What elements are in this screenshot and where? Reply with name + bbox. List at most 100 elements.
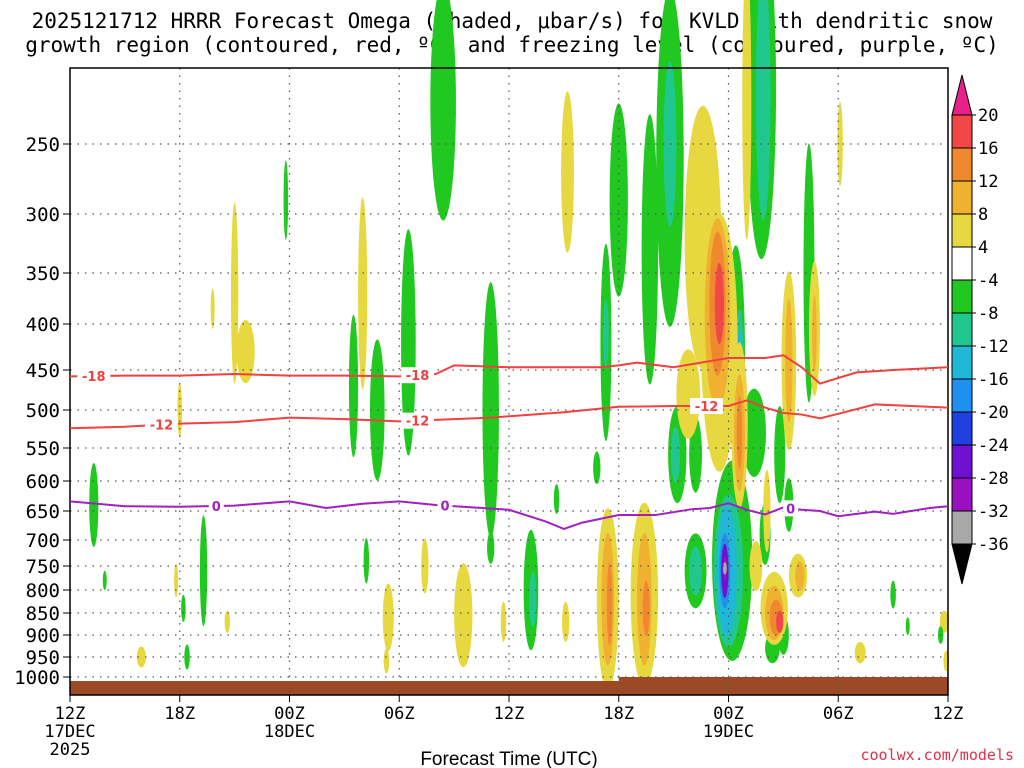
colorbar-label: -8 <box>978 304 998 324</box>
y-tick-label: 700 <box>26 530 60 552</box>
colorbar-bin <box>951 246 973 281</box>
y-tick-label: 750 <box>26 556 60 578</box>
dgz-minus12-label: -12 <box>406 415 430 430</box>
dgz-minus18-label-bg <box>401 367 435 384</box>
colorbar-bin <box>951 279 973 314</box>
omega-cell <box>749 541 763 591</box>
omega-cell <box>430 0 456 221</box>
omega-cell <box>283 160 289 240</box>
dgz-minus18-line <box>69 354 949 385</box>
omega-cell <box>382 583 394 652</box>
dgz-minus18-label: -18 <box>82 370 106 385</box>
y-tick-label: 350 <box>26 263 60 285</box>
colorbar-label: -28 <box>978 469 1009 489</box>
omega-cell <box>383 648 390 674</box>
x-tick-label: 12Z <box>494 704 525 724</box>
dgz-minus12-label-bg <box>690 398 724 414</box>
omega-cell <box>529 571 537 627</box>
omega-cell <box>230 202 239 384</box>
colorbar-bottom-arrow <box>951 543 973 585</box>
omega-cell <box>500 601 507 642</box>
x-tick-label: 18Z <box>603 704 634 724</box>
omega-cell <box>593 451 601 485</box>
colorbar-bin <box>951 510 973 545</box>
omega-cell <box>609 103 628 297</box>
colorbar-top-arrow <box>951 74 973 116</box>
colorbar-label: 20 <box>978 106 998 126</box>
x-tick-label: 18Z <box>164 704 195 724</box>
colorbar-label: 12 <box>978 172 998 192</box>
colorbar-label: 8 <box>978 205 988 225</box>
omega-cell <box>763 469 771 553</box>
omega-cell <box>210 288 215 329</box>
freezing-level-label-bg <box>208 498 224 514</box>
omega-cell <box>561 91 574 253</box>
x-tick-label: 06Z <box>384 704 415 724</box>
site-credit: coolwx.com/models <box>860 746 1014 764</box>
omega-cell <box>742 388 766 477</box>
contour-layer: -18 -18 -12 -12 -12 0 0 0 <box>69 354 949 531</box>
omega-cell <box>181 594 186 623</box>
x-tick-date: 19DEC <box>703 722 754 742</box>
y-tick-label: 450 <box>26 360 60 382</box>
omega-cell <box>363 537 370 584</box>
omega-cell <box>603 299 609 367</box>
omega-cell <box>776 610 784 633</box>
y-tick-label: 950 <box>26 647 60 669</box>
omega-cell <box>890 580 896 609</box>
chart-title-line-2: growth region (contoured, red, ºC) and f… <box>25 33 999 57</box>
omega-cell <box>854 641 866 664</box>
dgz-minus18-label: -18 <box>406 369 430 384</box>
y-tick-label: 400 <box>26 314 60 336</box>
y-tick-label: 550 <box>26 438 60 460</box>
omega-cell <box>102 570 107 591</box>
colorbar-label: -24 <box>978 436 1009 456</box>
colorbar-label: 16 <box>978 139 998 159</box>
omega-cell <box>224 610 231 633</box>
omega-cell <box>795 561 805 591</box>
y-tick-label: 800 <box>26 580 60 602</box>
colorbar-bin <box>951 411 973 446</box>
x-axis-label: Forecast Time (UTC) <box>420 749 597 768</box>
omega-cell <box>562 601 570 642</box>
omega-cell <box>837 102 843 186</box>
y-tick-label: 900 <box>26 625 60 647</box>
omega-cell <box>785 298 793 423</box>
omega-cell <box>736 395 743 470</box>
x-tick-label: 12Z <box>933 704 964 724</box>
colorbar-bin <box>951 114 973 149</box>
colorbar-label: -12 <box>978 337 1009 357</box>
x-tick-label: 12Z <box>55 704 86 724</box>
omega-cell <box>606 562 613 646</box>
freezing-level-label-bg <box>437 497 453 514</box>
colorbar-label: -16 <box>978 370 1009 390</box>
omega-cell <box>774 406 786 504</box>
x-tick-label: 06Z <box>823 704 854 724</box>
omega-cell <box>755 0 771 221</box>
omega-cell <box>714 263 724 345</box>
colorbar-label: -20 <box>978 403 1009 423</box>
dgz-minus18-label-bg <box>77 368 111 385</box>
omega-cell <box>454 563 473 668</box>
omega-cell <box>487 531 495 564</box>
y-tick-label: 500 <box>26 400 60 422</box>
omega-cell <box>742 0 752 240</box>
y-axis: 2503003504004505005506006507007508008509… <box>14 134 70 689</box>
omega-cell <box>641 114 659 385</box>
omega-cell <box>812 294 817 372</box>
omega-cell <box>642 581 650 636</box>
colorbar-bin <box>951 180 973 215</box>
colorbar-label: -36 <box>978 535 1009 555</box>
dgz-minus12-label-bg <box>401 412 435 429</box>
omega-cell <box>348 314 359 458</box>
chart-title-line-1: 2025121712 HRRR Forecast Omega (shaded, … <box>31 9 993 33</box>
omega-cell <box>905 617 910 635</box>
colorbar-label: -32 <box>978 502 1009 522</box>
ground-layer <box>70 677 948 695</box>
omega-cell <box>676 349 701 439</box>
dgz-minus12-label-bg <box>144 416 178 433</box>
y-tick-label: 1000 <box>14 667 60 689</box>
freezing-level-label: 0 <box>440 500 449 515</box>
omega-cell <box>663 61 677 227</box>
